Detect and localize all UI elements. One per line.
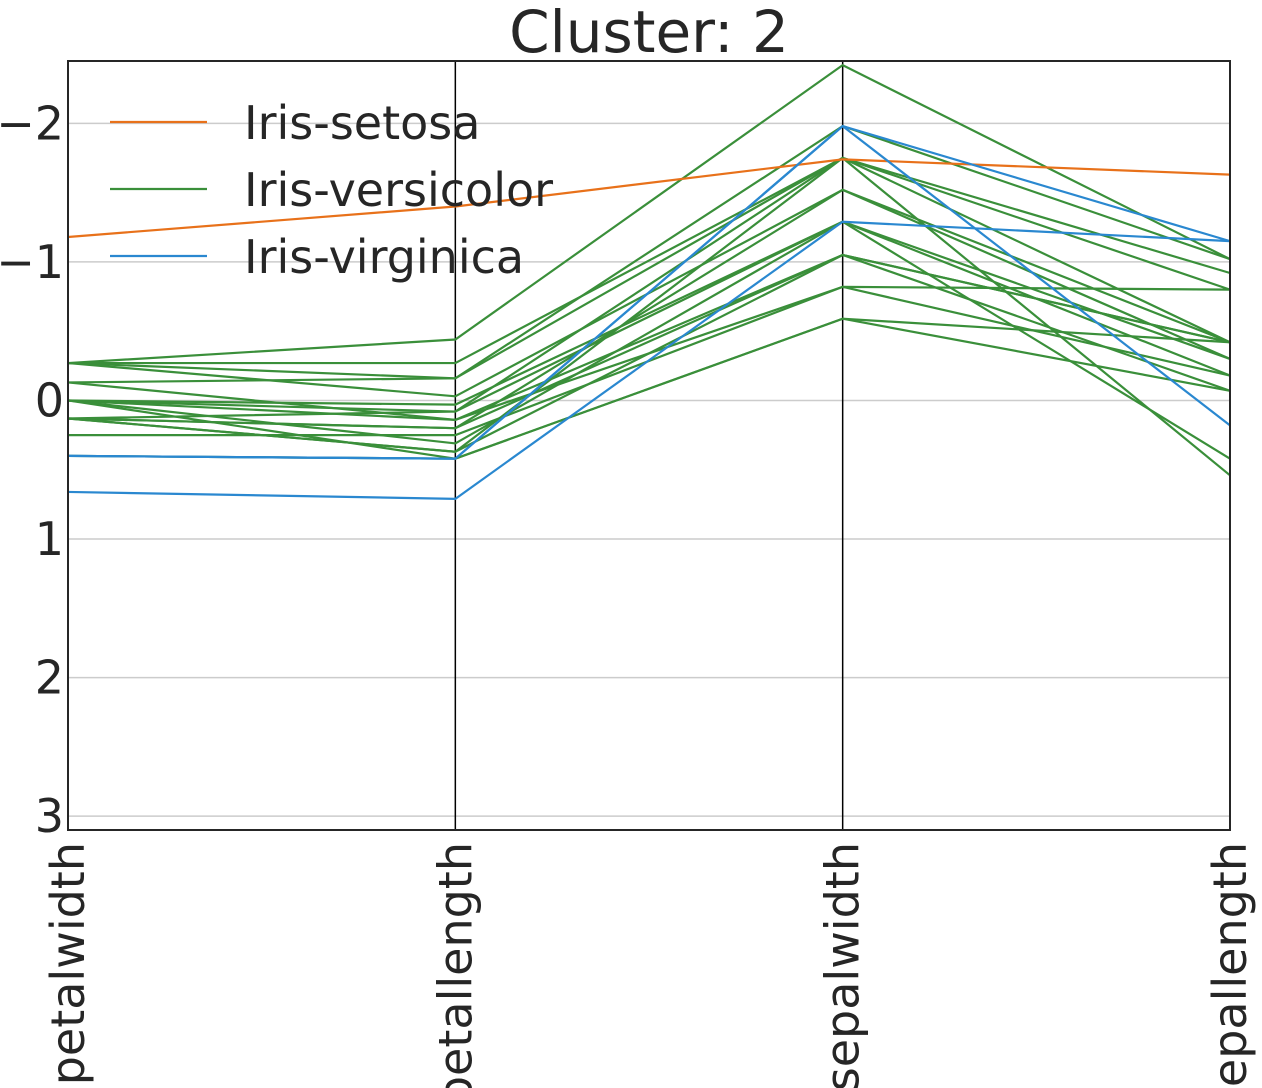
grid-layer — [68, 122, 1230, 817]
y-tick-labels: −2 −1 0 1 2 3 — [0, 96, 64, 843]
legend-label: Iris-versicolor — [244, 163, 553, 217]
series-line-iris-versicolor — [67, 156, 1231, 380]
series-line-iris-versicolor — [67, 156, 1231, 413]
y-tick-label: 1 — [35, 512, 64, 566]
y-tick-label: 2 — [35, 651, 64, 705]
dimension-label: petalwidth — [41, 842, 95, 1085]
series-lines — [67, 63, 1231, 500]
chart-title: Cluster: 2 — [509, 0, 789, 66]
series-line-iris-virginica — [67, 220, 1231, 500]
legend-label: Iris-virginica — [244, 230, 524, 284]
series-line-iris-virginica — [67, 124, 1231, 460]
series-line-iris-versicolor — [68, 156, 1231, 365]
legend: Iris-setosa Iris-versicolor Iris-virginica — [110, 96, 553, 284]
series-line-iris-versicolor — [67, 253, 1231, 421]
dimension-label: sepalwidth — [816, 842, 870, 1088]
series-line-iris-versicolor — [67, 220, 1231, 406]
y-tick-label: −1 — [0, 235, 64, 289]
series-line-iris-versicolor — [67, 63, 1231, 365]
series-line-iris-versicolor — [67, 220, 1231, 460]
plot-frame — [67, 60, 1231, 831]
series-line-iris-setosa — [67, 158, 1231, 239]
legend-label: Iris-setosa — [244, 96, 480, 150]
series-line-iris-versicolor — [67, 188, 1231, 430]
dimension-label: petallength — [428, 842, 482, 1088]
y-tick-label: 3 — [35, 789, 64, 843]
dimension-labels: petalwidth petallength sepalwidth sepalleng… — [41, 842, 1257, 1088]
dimension-label: sepallength — [1203, 842, 1257, 1088]
series-line-iris-versicolor — [67, 124, 1231, 384]
series-line-iris-versicolor — [67, 317, 1231, 460]
series-line-iris-versicolor — [67, 253, 1231, 453]
y-tick-label: −2 — [0, 96, 64, 150]
y-tick-label: 0 — [35, 373, 64, 427]
